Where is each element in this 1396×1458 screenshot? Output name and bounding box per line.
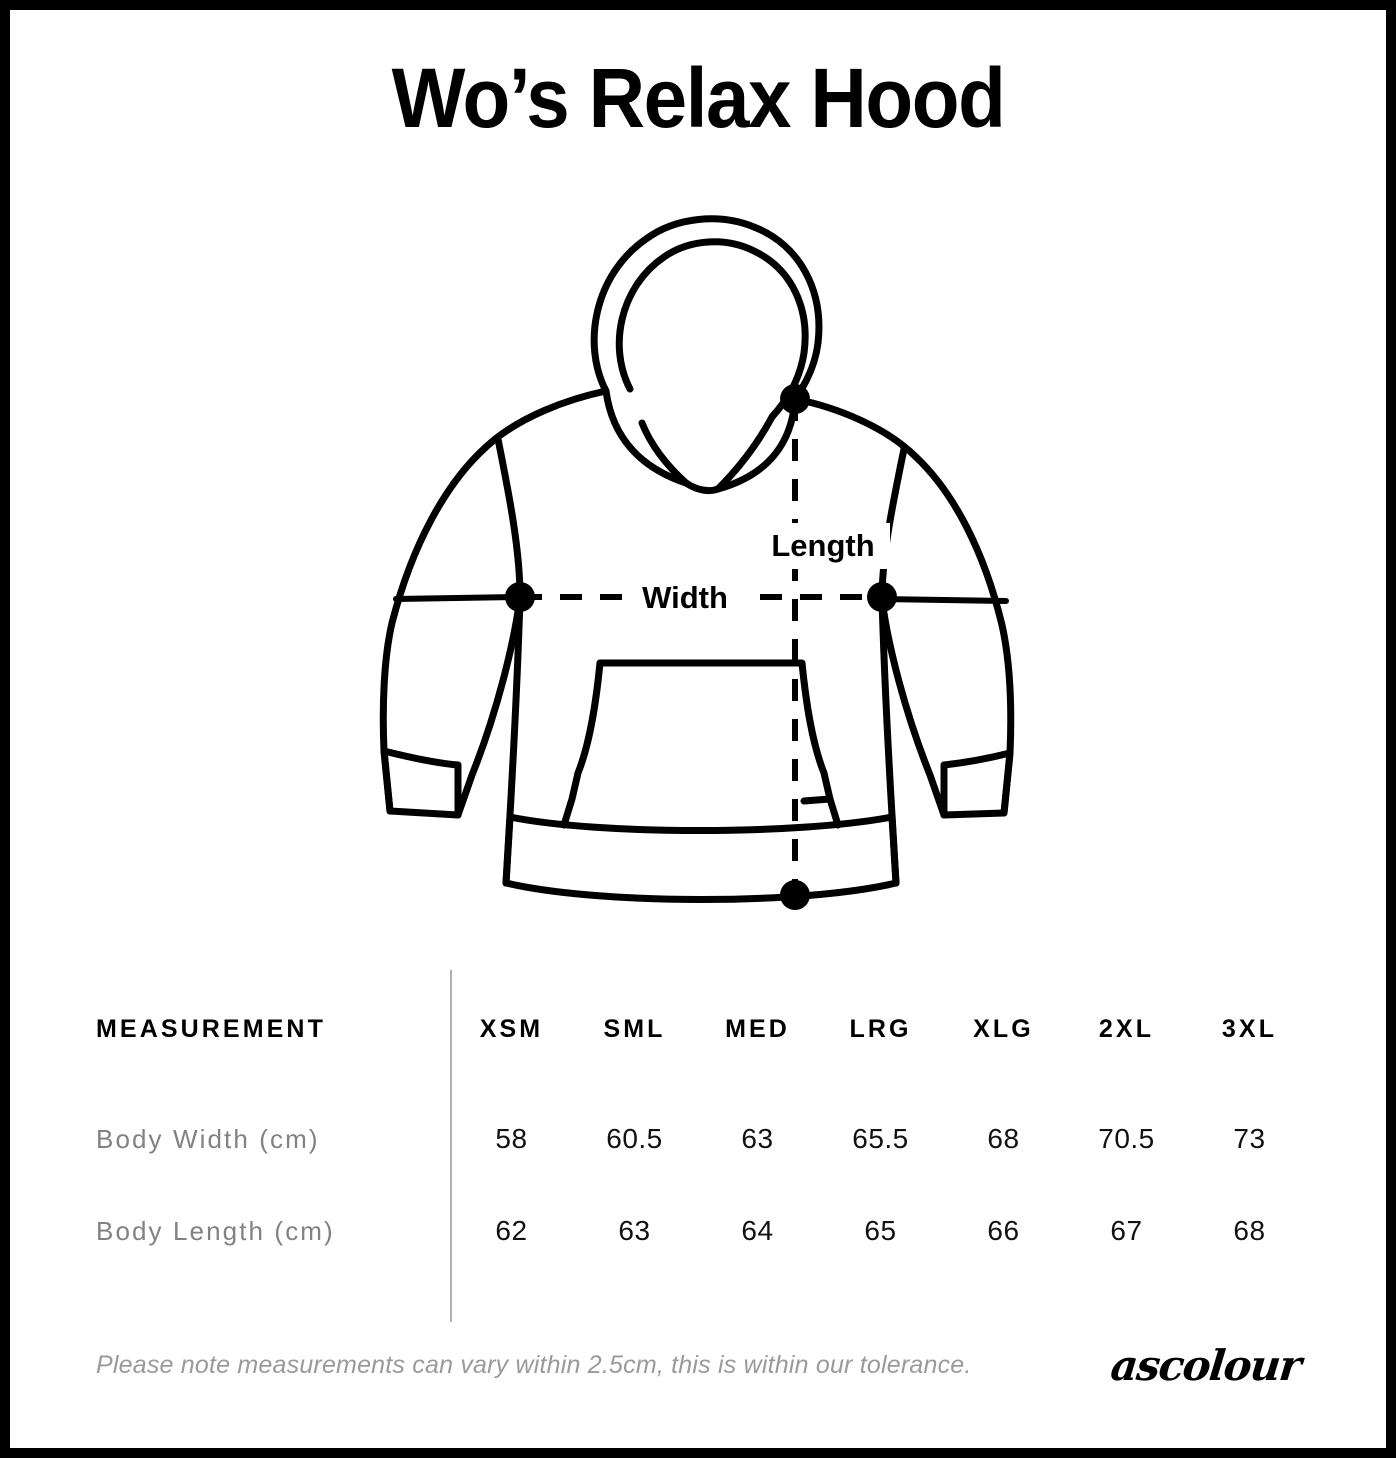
header-size-xlg: XLG — [973, 1014, 1034, 1043]
footer: Please note measurements can vary within… — [96, 1335, 1303, 1395]
header-size-sml: SML — [603, 1014, 666, 1043]
header-size-3xl: 3XL — [1221, 1014, 1278, 1043]
cell-body-width-med: 63 — [741, 1123, 774, 1154]
hoodie-diagram: Width Length — [368, 195, 1028, 955]
cell-body-length-xsm: 62 — [495, 1215, 528, 1246]
table-header-row: MEASUREMENT XSM SML MED LRG XLG 2XL 3XL — [96, 965, 1311, 1093]
cell-body-width-sml: 60.5 — [606, 1123, 663, 1154]
cell-body-length-lrg: 65 — [864, 1215, 897, 1246]
table-row: Body Width (cm) 58 60.5 63 65.5 68 70.5 … — [96, 1093, 1311, 1185]
row-label-body-width: Body Width (cm) — [96, 1123, 320, 1154]
cell-body-length-sml: 63 — [618, 1215, 651, 1246]
cell-body-width-xlg: 68 — [987, 1123, 1020, 1154]
page-title: Wo’s Relax Hood — [391, 51, 1006, 145]
cell-body-width-lrg: 65.5 — [852, 1123, 909, 1154]
cell-body-width-3xl: 73 — [1233, 1123, 1266, 1154]
measurement-table-area: MEASUREMENT XSM SML MED LRG XLG 2XL 3XL … — [10, 965, 1386, 1330]
width-left-marker — [505, 582, 535, 612]
cell-body-length-2xl: 67 — [1110, 1215, 1143, 1246]
cell-body-width-2xl: 70.5 — [1098, 1123, 1155, 1154]
width-label: Width — [642, 580, 728, 615]
length-bottom-marker — [780, 880, 810, 910]
header-measurement: MEASUREMENT — [96, 1014, 326, 1043]
table-row: Body Length (cm) 62 63 64 65 66 67 68 — [96, 1185, 1311, 1277]
ascolour-logo: ascolour — [1108, 1340, 1303, 1390]
tolerance-note: Please note measurements can vary within… — [96, 1350, 972, 1379]
page-inner: Wo’s Relax Hood — [10, 10, 1386, 1448]
length-label: Length — [771, 528, 874, 563]
header-size-med: MED — [725, 1014, 790, 1043]
header-size-2xl: 2XL — [1098, 1014, 1155, 1043]
cell-body-width-xsm: 58 — [495, 1123, 528, 1154]
size-table: MEASUREMENT XSM SML MED LRG XLG 2XL 3XL … — [96, 965, 1311, 1277]
width-right-marker — [867, 582, 897, 612]
header-size-lrg: LRG — [849, 1014, 912, 1043]
cell-body-length-med: 64 — [741, 1215, 774, 1246]
cell-body-length-xlg: 66 — [987, 1215, 1020, 1246]
cell-body-length-3xl: 68 — [1233, 1215, 1266, 1246]
length-top-marker — [780, 384, 810, 414]
row-label-body-length: Body Length (cm) — [96, 1215, 335, 1246]
header-size-xsm: XSM — [479, 1014, 544, 1043]
table-vertical-divider — [450, 970, 452, 1322]
